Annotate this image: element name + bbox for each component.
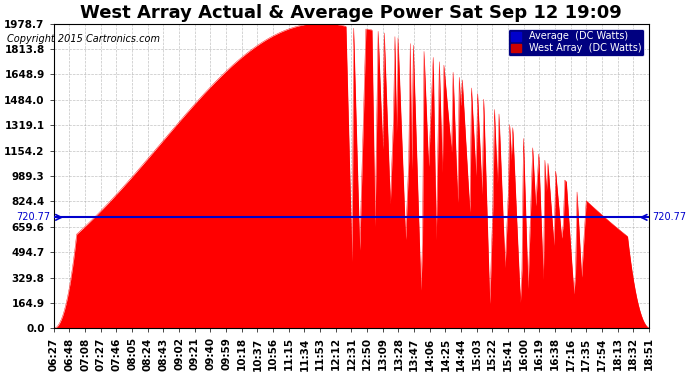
Text: 720.77: 720.77	[17, 212, 50, 222]
Title: West Array Actual & Average Power Sat Sep 12 19:09: West Array Actual & Average Power Sat Se…	[81, 4, 622, 22]
Text: 720.77: 720.77	[652, 212, 686, 222]
Legend: Average  (DC Watts), West Array  (DC Watts): Average (DC Watts), West Array (DC Watts…	[508, 28, 644, 56]
Text: Copyright 2015 Cartronics.com: Copyright 2015 Cartronics.com	[7, 34, 160, 44]
